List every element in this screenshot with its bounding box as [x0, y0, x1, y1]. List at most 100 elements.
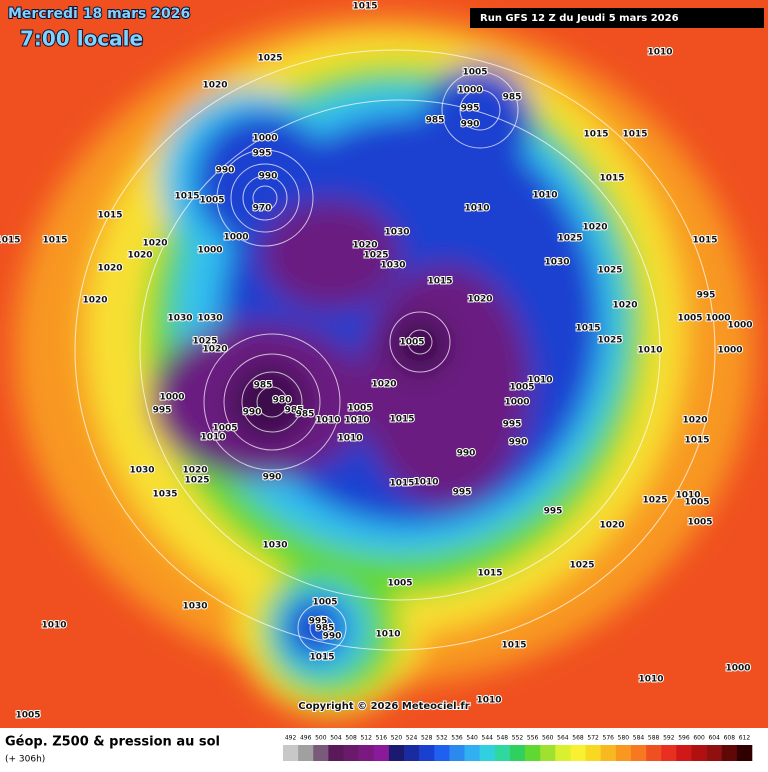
colorbar-label: 516	[376, 735, 388, 742]
colorbar-label: 600	[693, 735, 705, 742]
colorbar-label: 580	[618, 735, 630, 742]
isobar-label: 990	[243, 408, 262, 418]
isobar-label: 1005	[15, 711, 40, 721]
copyright: Copyright © 2026 Meteociel.fr	[298, 701, 469, 712]
isobar-label: 1010	[200, 433, 225, 443]
colorbar-label: 588	[648, 735, 660, 742]
isobar-label: 995	[697, 291, 716, 301]
run-info: Run GFS 12 Z du Jeudi 5 mars 2026	[480, 13, 679, 24]
isobar-label: 1020	[599, 521, 624, 531]
isobar-label: 990	[509, 438, 528, 448]
isobar-label: 1015	[309, 653, 334, 663]
colorbar-swatch	[615, 745, 632, 761]
colorbar-swatch	[434, 745, 450, 761]
colorbar-swatch	[373, 745, 390, 761]
isobar-label: 1010	[413, 478, 438, 488]
colorbar-swatch	[570, 745, 586, 761]
colorbar-swatch	[328, 745, 344, 761]
colorbar-swatch	[343, 745, 359, 761]
colorbar-swatch	[706, 745, 723, 761]
isobar-label: 995	[253, 149, 272, 159]
colorbar-swatch	[721, 745, 738, 761]
isobar-label: 1000	[705, 314, 730, 324]
isobar-label: 1000	[725, 664, 750, 674]
run-box	[470, 8, 764, 28]
isobar-label: 1015	[389, 479, 414, 489]
colorbar-swatch	[676, 745, 692, 761]
isobar-label: 990	[323, 632, 342, 642]
isobar-label: 1015	[389, 415, 414, 425]
colorbar-swatch	[494, 745, 511, 761]
isobar-label: 1000	[717, 346, 742, 356]
colorbar-swatch	[388, 745, 405, 761]
isobar-label: 1020	[127, 251, 152, 261]
colorbar-swatch	[525, 745, 541, 761]
isobar-label: 1015	[97, 211, 122, 221]
isobar-label: 1015	[575, 324, 600, 334]
isobar-label: 1030	[182, 602, 207, 612]
isobar-label: 1025	[597, 336, 622, 346]
colorbar-label: 576	[603, 735, 615, 742]
colorbar-label: 596	[678, 735, 690, 742]
isobar-label: 1005	[212, 424, 237, 434]
colorbar-label: 504	[330, 735, 342, 742]
isobar-label: 1030	[167, 314, 192, 324]
colorbar: 492 496 500 504 508 512 516 520 524 528 532 536 540 5…	[283, 735, 753, 761]
isobar-label: 1000	[457, 86, 482, 96]
isobar-label: 1025	[363, 251, 388, 261]
colorbar-swatch	[691, 745, 707, 761]
isobar-label: 1005	[462, 68, 487, 78]
isobar-label: 1025	[557, 234, 582, 244]
isobar-label: 1005	[387, 579, 412, 589]
isobar-label: 1010	[638, 675, 663, 685]
isobar-label: 1025	[597, 266, 622, 276]
isobar-label: 1035	[152, 490, 177, 500]
isobar-label: 1010	[464, 204, 489, 214]
isobar-label: 1015	[599, 174, 624, 184]
isobar-label: 1015	[427, 277, 452, 287]
colorbar-label: 540	[466, 735, 478, 742]
valid-date: Mercredi 18 mars 2026	[8, 6, 190, 22]
isobar-label: 1005	[684, 498, 709, 508]
isobar-label: 1025	[642, 496, 667, 506]
isobar-label: 985	[254, 381, 273, 391]
colorbar-label: 524	[406, 735, 418, 742]
isobar-label: 995	[453, 488, 472, 498]
isobar-label: 1025	[569, 561, 594, 571]
colorbar-label: 544	[482, 735, 494, 742]
colorbar-label: 592	[663, 735, 675, 742]
colorbar-label: 520	[391, 735, 403, 742]
isobar-label: 1010	[532, 191, 557, 201]
isobar-label: 1015	[174, 192, 199, 202]
isobar-label: 1015	[501, 641, 526, 651]
isobar-label: 1015	[352, 2, 377, 12]
isobar-label: 1015	[684, 436, 709, 446]
colorbar-label: 508	[345, 735, 357, 742]
isobar-label: 1000	[197, 246, 222, 256]
colorbar-swatch	[404, 745, 420, 761]
isobar-label: 1030	[380, 261, 405, 271]
colorbar-label: 548	[497, 735, 509, 742]
isobar-label: 1005	[509, 383, 534, 393]
colorbar-swatch	[585, 745, 602, 761]
isobar-label: 1000	[252, 134, 277, 144]
isobar-label: 1020	[182, 466, 207, 476]
isobar-label: 1020	[82, 296, 107, 306]
isobar-label: 1015	[477, 569, 502, 579]
isobar-label: 1025	[184, 476, 209, 486]
isobar-label: 990	[216, 166, 235, 176]
isobar-label: 1010	[375, 630, 400, 640]
colorbar-label: 492	[285, 735, 297, 742]
isobar-label: 1020	[371, 380, 396, 390]
colorbar-label: 536	[451, 735, 463, 742]
isobar-label: 985	[503, 93, 522, 103]
isobar-label: 995	[503, 420, 522, 430]
colorbar-label: 496	[300, 735, 312, 742]
isobars	[74, 49, 716, 653]
isobar-label: 1005	[677, 314, 702, 324]
isobar-label: 1005	[347, 404, 372, 414]
isobar-label: 995	[544, 507, 563, 517]
isobar-label: 1025	[192, 337, 217, 347]
